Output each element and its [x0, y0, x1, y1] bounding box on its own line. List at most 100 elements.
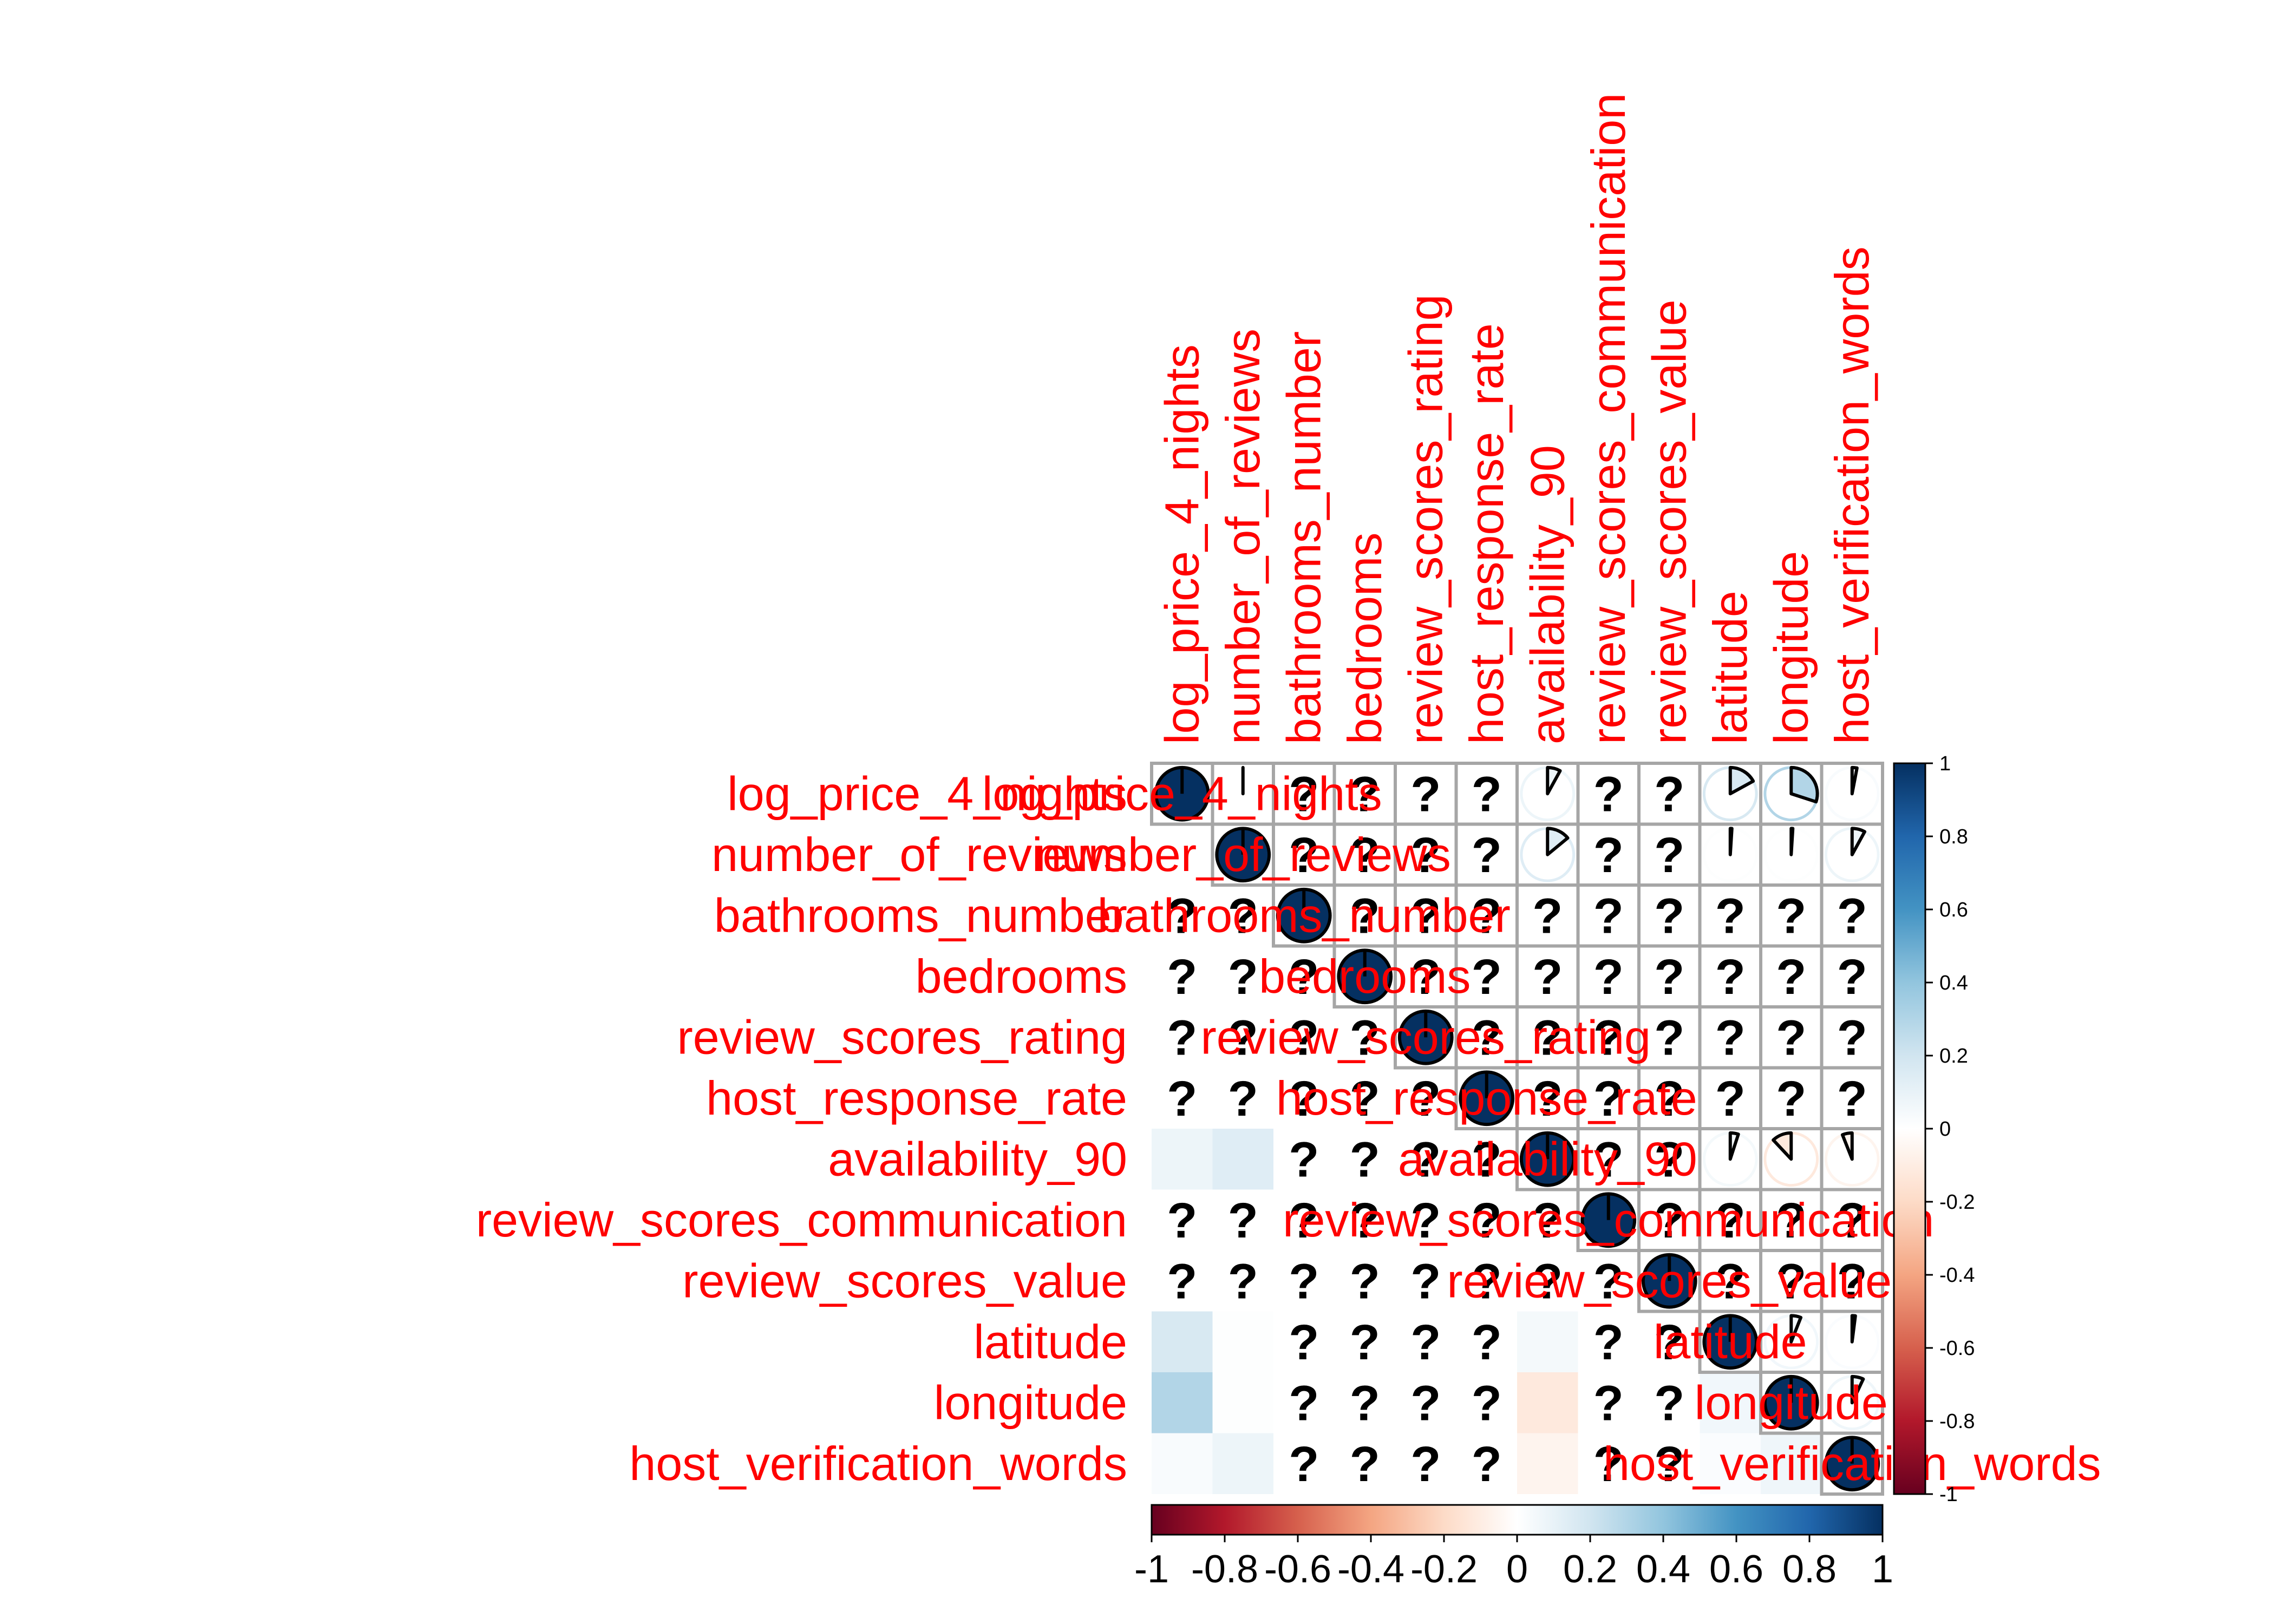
missing-value-mark: ? — [1228, 1071, 1258, 1127]
lower-cell-fill — [1212, 1372, 1273, 1433]
pie-slice — [1789, 1314, 1803, 1344]
missing-value-mark: ? — [1593, 1376, 1624, 1431]
row-label: host_verification_words — [629, 1437, 1127, 1490]
lower-cell-fill — [1212, 1129, 1273, 1190]
bottom-colorbar-gradient — [1151, 1504, 1884, 1536]
missing-value-mark: ? — [1654, 828, 1684, 883]
pie-mark — [1824, 765, 1880, 822]
missing-value-mark: ? — [1654, 888, 1684, 944]
lower-cell-fill — [1152, 824, 1213, 885]
pie-mark — [1702, 1131, 1758, 1187]
pie-slice — [1850, 765, 1859, 796]
missing-value-mark: ? — [1228, 1193, 1258, 1248]
missing-value-mark: ? — [1654, 1132, 1684, 1187]
diagonal-label: review_scores_communication — [1283, 1193, 1934, 1247]
pie-slice — [1728, 1131, 1740, 1161]
missing-value-mark: ? — [1350, 888, 1380, 944]
row-labels: log_price_4_nights number_of_reviewsbathr… — [476, 767, 1127, 1490]
bottom-colorbar-tick-label: -0.6 — [1264, 1548, 1331, 1591]
missing-value-mark: ? — [1593, 1315, 1624, 1370]
missing-value-mark: ? — [1776, 888, 1806, 944]
colorbar-tick-label: 0 — [1939, 1118, 1951, 1141]
missing-value-mark: ? — [1532, 888, 1563, 944]
missing-value-mark: ? — [1167, 888, 1197, 944]
bottom-colorbar-tick-label: -0.8 — [1191, 1548, 1258, 1591]
pie-mark — [1824, 827, 1880, 882]
missing-value-mark: ? — [1350, 1071, 1380, 1127]
colorbar-tick-label: 0.8 — [1939, 826, 1968, 848]
missing-value-mark: ? — [1593, 828, 1624, 883]
diagonal-label: longitude — [1695, 1376, 1888, 1429]
missing-value-mark: ? — [1654, 949, 1684, 1005]
pie-mark — [1215, 827, 1271, 883]
column-labels: log_price_4_nights number_of_reviews bathr… — [1155, 93, 1879, 744]
missing-value-mark: ? — [1472, 888, 1502, 944]
bottom-colorbar-tick-label: -0.4 — [1337, 1548, 1404, 1591]
upper-grid-layer — [1150, 762, 1884, 1496]
lower-cell-fill — [1517, 1433, 1578, 1494]
lower-cell-fill — [1761, 1433, 1822, 1494]
missing-value-mark: ? — [1350, 1376, 1380, 1431]
missing-value-mark: ? — [1532, 1254, 1563, 1309]
missing-value-mark: ? — [1776, 1254, 1806, 1309]
missing-value-mark: ? — [1593, 949, 1624, 1005]
colorbar-tick-label: -0.6 — [1939, 1337, 1975, 1360]
missing-value-mark: ? — [1593, 1437, 1624, 1492]
diagonal-label: latitude — [1654, 1315, 1807, 1368]
diagonal-label: log_price_4_nights — [982, 767, 1382, 820]
missing-value-mark: ? — [1776, 1193, 1806, 1248]
pie-mark — [1397, 1009, 1454, 1065]
column-label: review_scores_rating — [1399, 294, 1452, 745]
lower-cell-fill — [1212, 1311, 1273, 1372]
colorbar-tick-label: 0.4 — [1939, 972, 1968, 994]
missing-value-mark: ? — [1472, 1315, 1502, 1370]
pie-mark — [1763, 1131, 1819, 1187]
diagonal-label: host_verification_words — [1603, 1437, 2101, 1490]
pie-slice — [1728, 765, 1755, 796]
missing-value-mark: ? — [1410, 1254, 1441, 1309]
pie-mark — [1580, 1192, 1637, 1248]
missing-value-mark: ? — [1410, 888, 1441, 944]
colorbar-tick-label: -0.8 — [1939, 1410, 1975, 1433]
pie-mark — [1702, 765, 1758, 822]
pie-mark — [1763, 827, 1819, 882]
diagonal-label: review_scores_value — [1447, 1254, 1892, 1307]
missing-value-mark: ? — [1715, 1193, 1746, 1248]
missing-value-mark: ? — [1715, 1254, 1746, 1309]
column-label: bathrooms_number — [1277, 331, 1330, 744]
missing-value-mark: ? — [1289, 1254, 1319, 1309]
missing-value-mark: ? — [1350, 1254, 1380, 1309]
pie-mark — [1763, 765, 1819, 822]
missing-value-mark: ? — [1654, 1010, 1684, 1065]
pie-mark — [1641, 1253, 1697, 1309]
missing-value-mark: ? — [1410, 767, 1441, 822]
pie-slice — [1789, 827, 1795, 856]
missing-value-mark: ? — [1167, 949, 1197, 1005]
missing-value-mark: ? — [1472, 1193, 1502, 1248]
lower-cell-fill — [1517, 1311, 1578, 1372]
missing-value-mark: ? — [1289, 1010, 1319, 1065]
missing-value-mark: ? — [1472, 1376, 1502, 1431]
missing-value-mark: ? — [1167, 1071, 1197, 1127]
missing-value-mark: ? — [1593, 888, 1624, 944]
missing-value-mark: ? — [1350, 1193, 1380, 1248]
diagonal-label: review_scores_rating — [1201, 1010, 1651, 1064]
colorbar-tick-label: 0.6 — [1939, 899, 1968, 921]
missing-value-mark: ? — [1654, 1437, 1684, 1492]
bottom-colorbar-tick-label: -0.2 — [1410, 1548, 1478, 1591]
pie-slice — [1546, 827, 1570, 856]
bottom-colorbar-tick-label: 0.4 — [1636, 1548, 1690, 1591]
missing-value-mark: ? — [1837, 1254, 1867, 1309]
missing-value-mark: ? — [1228, 888, 1258, 944]
missing-value-mark: ? — [1289, 949, 1319, 1005]
pie-slice — [1772, 1131, 1793, 1161]
colorbar-tick-label: -1 — [1939, 1483, 1958, 1506]
pie-mark — [1276, 887, 1332, 944]
bottom-colorbar-tick-label: 0.6 — [1709, 1548, 1763, 1591]
missing-value-mark: ? — [1228, 949, 1258, 1005]
missing-value-mark: ? — [1776, 1010, 1806, 1065]
column-label: host_response_rate — [1460, 323, 1513, 744]
bottom-colorbar-tick-label: -1 — [1134, 1548, 1169, 1591]
column-label: latitude — [1703, 591, 1757, 744]
missing-value-mark: ? — [1289, 767, 1319, 822]
